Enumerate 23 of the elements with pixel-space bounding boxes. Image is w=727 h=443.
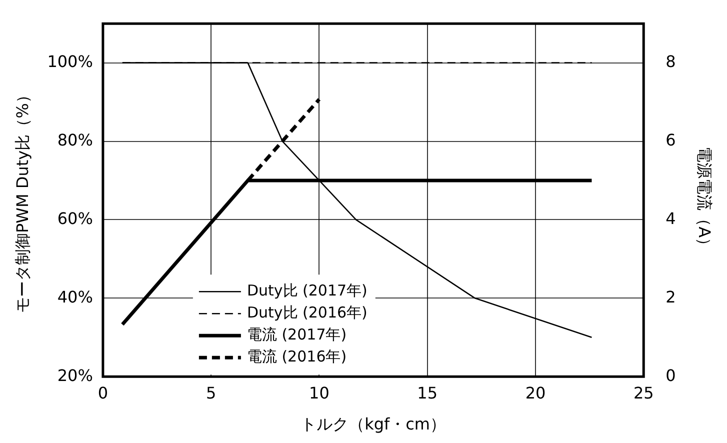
x-tick-label: 20	[525, 383, 546, 402]
y2-tick-label: 6	[666, 130, 676, 150]
x-tick-label: 15	[417, 383, 438, 402]
y2-tick-label: 4	[666, 208, 676, 228]
y2-tick-label: 8	[666, 52, 676, 71]
y-tick-label: 60%	[57, 208, 93, 228]
y2-axis-title: 電源電流（A）	[695, 146, 714, 254]
x-tick-label: 5	[206, 383, 216, 402]
legend-label: Duty比 (2016年)	[246, 303, 368, 322]
y-tick-label: 40%	[57, 287, 93, 306]
legend-label: 電流 (2016年)	[246, 347, 347, 366]
y-tick-label: 80%	[57, 130, 93, 150]
x-tick-label: 25	[633, 383, 654, 402]
legend-label: 電流 (2017年)	[246, 325, 347, 344]
y-tick-label: 100%	[47, 52, 93, 71]
y2-tick-label: 2	[666, 287, 676, 306]
y-axis-title: モータ制御PWM Duty比（%）	[12, 87, 32, 313]
y2-tick-label: 0	[666, 366, 676, 385]
x-axis-title: トルク（kgf・cm）	[300, 414, 446, 434]
y-tick-label: 20%	[57, 366, 93, 385]
x-tick-label: 0	[98, 383, 108, 402]
legend-label: Duty比 (2017年)	[246, 281, 368, 300]
x-tick-label: 10	[309, 383, 330, 402]
